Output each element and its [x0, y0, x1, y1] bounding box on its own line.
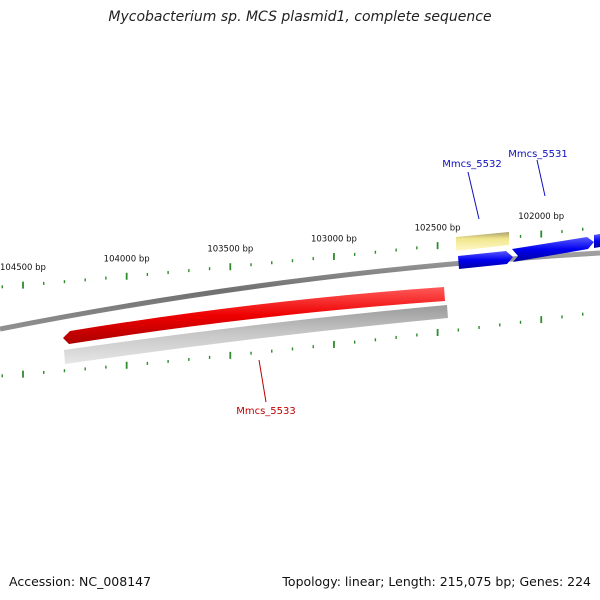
feature-shadow: [64, 305, 448, 364]
accession-text: Accession: NC_008147: [9, 574, 152, 589]
topology-summary: Topology: linear; Length: 215,075 bp; Ge…: [282, 574, 591, 589]
gene-mmcs-5532[interactable]: [458, 251, 513, 269]
tick-label: 103000 bp: [311, 235, 357, 245]
tick-label: 104500 bp: [0, 263, 46, 273]
tick-label: 102500 bp: [415, 224, 461, 234]
leader-line-mmcs-5531: [536, 159, 546, 197]
gene-mmcs-5533[interactable]: [63, 287, 445, 344]
gene-label-mmcs-5532: Mmcs_5532: [442, 159, 502, 170]
sequence-backbone: [0, 250, 600, 332]
feature-highlight: [456, 232, 509, 251]
leader-line-mmcs-5532: [467, 171, 480, 220]
tick-labels: 104500 bp 104000 bp 103500 bp 103000 bp 1025…: [0, 212, 564, 273]
gene-label-mmcs-5533: Mmcs_5533: [236, 406, 296, 417]
map-title: Mycobacterium sp. MCS plasmid1, complete…: [108, 9, 492, 25]
tick-label: 102000 bp: [518, 212, 564, 222]
tick-label: 103500 bp: [207, 245, 253, 255]
gene-label-mmcs-5531: Mmcs_5531: [508, 149, 568, 160]
tick-label: 104000 bp: [104, 254, 150, 264]
leader-line-mmcs-5533: [258, 359, 267, 403]
tick-ring-lower: [1, 312, 584, 378]
gene-mmcs-5531[interactable]: [512, 237, 594, 262]
gene-mmcs-5531-next: [594, 234, 600, 248]
